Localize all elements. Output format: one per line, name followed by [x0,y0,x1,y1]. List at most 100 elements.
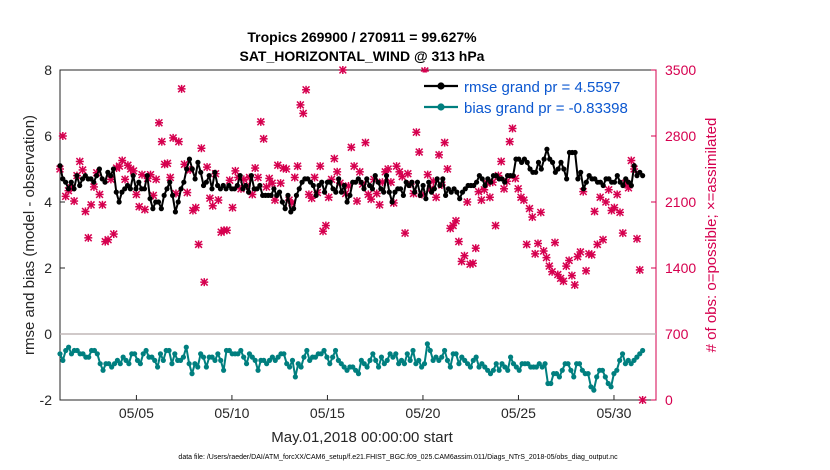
rmse-point [400,192,406,198]
rmse-point [133,186,139,192]
obs-marker [582,266,591,275]
rmse-point [381,189,387,195]
bias-point [439,354,445,360]
rmse-point [296,186,302,192]
obs-marker [514,184,523,193]
obs-marker [361,138,370,147]
obs-marker [570,280,579,289]
obs-marker [253,173,262,182]
bias-point [172,351,178,357]
rmse-point [333,189,339,195]
obs-marker [576,247,585,256]
bias-point [301,354,307,360]
obs-marker [559,277,568,286]
rmse-point [321,189,328,195]
bias-point [186,361,192,367]
rmse-point [375,179,381,185]
obs-marker [95,190,104,199]
rmse-point [68,179,74,185]
y-left-tick-label: 4 [44,194,52,210]
rmse-point [544,146,550,152]
obs-marker [177,84,186,93]
rmse-point [161,192,167,198]
rmse-point [640,173,646,179]
rmse-point [341,182,347,189]
rmse-point [212,169,218,175]
bias-point [416,357,422,363]
rmse-point [141,186,148,192]
bias-point [252,357,258,363]
bias-point [410,347,416,354]
bias-point [215,351,221,357]
obs-marker [618,229,627,238]
x-tick-label: 05/20 [405,405,440,421]
obs-marker [384,165,393,173]
rmse-point [397,186,404,192]
rmse-point [189,166,195,172]
rmse-point [572,149,578,156]
obs-marker [87,200,96,209]
bias-point [304,347,310,354]
legend-rmse-label: rmse grand pr = 4.5597 [464,79,620,96]
bias-point [453,351,459,357]
obs-marker [616,208,625,217]
rmse-point [158,206,164,212]
rmse-point [313,192,319,198]
bias-point [218,357,224,363]
bias-point [421,361,428,367]
obs-marker [525,204,534,213]
rmse-point [434,176,440,182]
rmse-point [282,206,288,212]
bias-point [640,347,646,354]
obs-marker [567,271,576,280]
bias-point [66,344,72,350]
bias-point [281,351,287,357]
obs-marker [440,138,449,147]
rmse-point [155,199,162,205]
obs-marker [290,173,299,182]
bias-point [152,357,158,363]
rmse-point [347,192,353,198]
obs-marker [500,184,509,193]
obs-marker [197,144,206,153]
bias-point [364,364,370,370]
bias-point [559,367,565,373]
bias-point [378,354,385,360]
obs-assimilated-markers [56,66,647,404]
rmse-point [558,159,564,165]
chart-title-line2: SAT_HORIZONTAL_WIND @ 313 hPa [240,48,485,64]
bias-point [585,371,591,377]
rmse-point [372,173,378,179]
bias-point [195,364,201,370]
rmse-point [63,179,69,185]
bias-point [404,351,410,357]
bias-point [571,374,577,380]
y-axis-label-left: rmse and bias (model - observation) [21,115,38,355]
rmse-point [549,159,556,165]
rmse-point [184,166,190,172]
rmse-point [420,182,426,189]
bias-point [401,361,408,367]
obs-marker [460,251,469,260]
bias-point [373,357,379,363]
rmse-point [91,179,97,185]
rmse-point [203,179,209,185]
obs-marker [270,196,279,205]
bias-point [508,354,514,360]
bias-point [289,357,296,363]
bias-point [496,367,502,373]
rmse-point [192,176,198,182]
bias-point [602,374,608,380]
rmse-point [74,173,80,179]
rmse-point [541,156,547,162]
obs-marker [203,163,212,172]
rmse-point [164,186,170,192]
rmse-point [479,176,485,182]
obs-marker [98,200,107,209]
rmse-point [57,163,63,169]
y-left-tick-label: -2 [40,392,53,408]
bias-point [86,354,92,360]
obs-marker [109,230,118,239]
obs-marker [214,196,223,205]
